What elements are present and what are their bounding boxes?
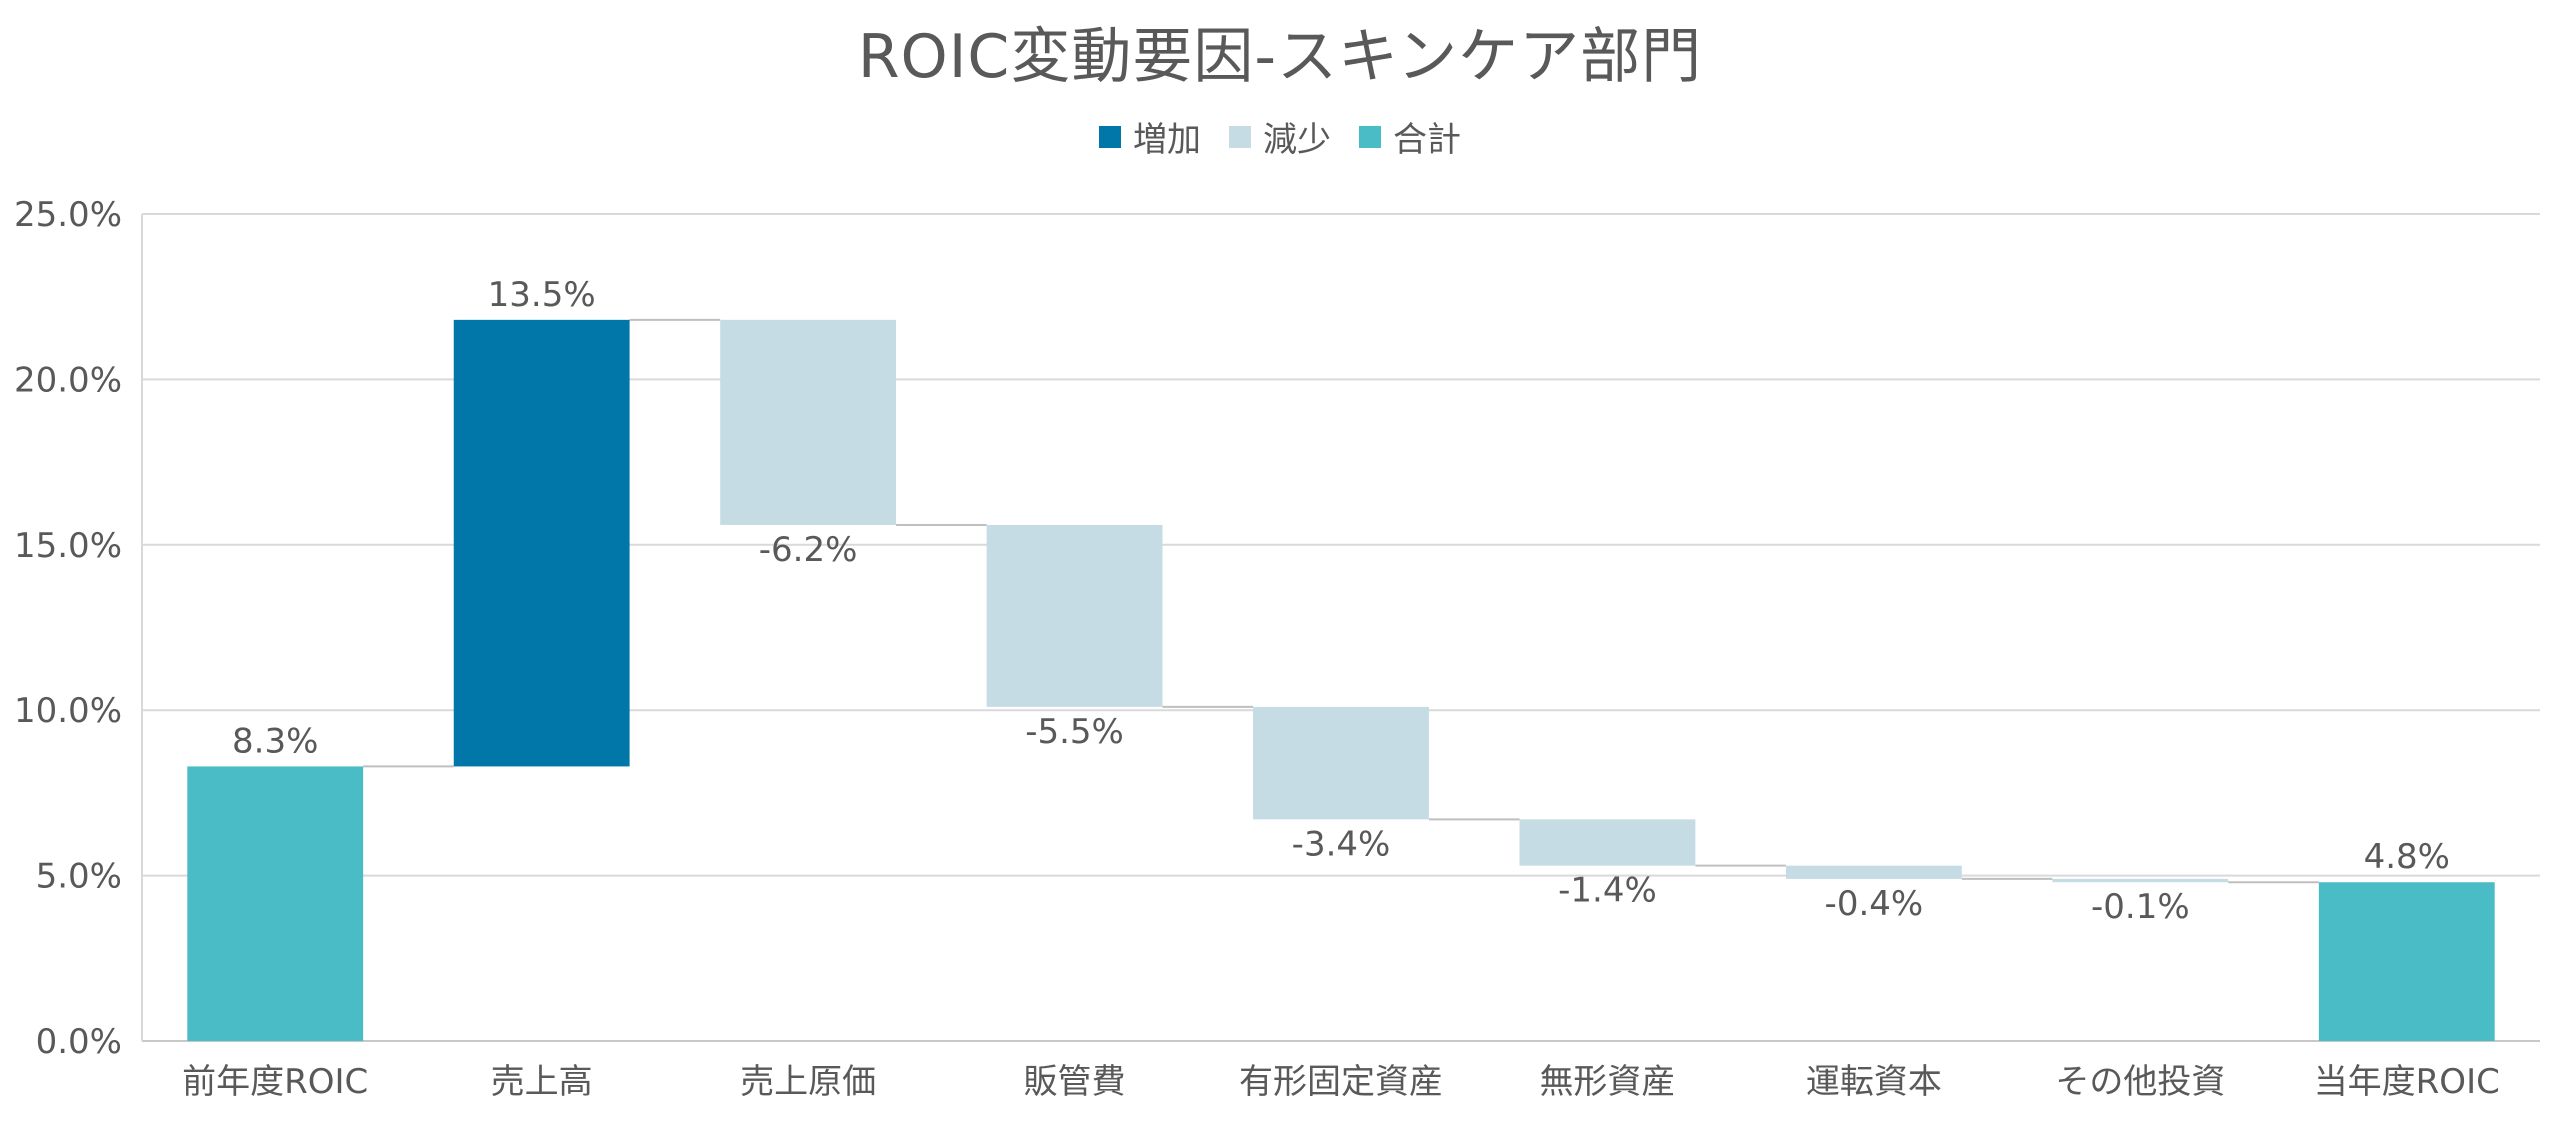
bar-decrease <box>1785 865 1962 879</box>
x-tick-label: 販管費 <box>1024 1062 1126 1102</box>
bar-total <box>187 766 364 1041</box>
data-labels: 8.3% 13.5% -6.2% -5.5% -3.4% -1.4% -0.4% -0.1% 4… <box>232 275 2450 927</box>
data-label: 4.8% <box>2364 837 2450 877</box>
legend-label-total: 合計 <box>1393 120 1461 160</box>
y-tick-label: 25.0% <box>14 195 122 235</box>
x-axis-ticks: 前年度ROIC 売上高 売上原価 販管費 有形固定資産 無形資産 運転資本 その他投資 当年度R… <box>182 1062 2500 1102</box>
bar-decrease <box>720 319 897 525</box>
bar-decrease <box>1519 819 1696 866</box>
bar-total <box>2318 882 2495 1041</box>
y-tick-label: 5.0% <box>36 857 122 897</box>
x-tick-label: 有形固定資産 <box>1239 1062 1443 1102</box>
legend-item-total: 合計 <box>1359 112 1461 161</box>
data-label: 13.5% <box>488 275 596 315</box>
chart-title: ROIC変動要因-スキンケア部門 <box>857 22 1703 92</box>
connectors <box>363 318 2319 884</box>
legend-swatch-decrease <box>1229 125 1251 148</box>
y-tick-label: 20.0% <box>14 360 122 400</box>
data-label: -0.4% <box>1825 884 1924 924</box>
x-tick-label: その他投資 <box>2055 1062 2225 1102</box>
x-tick-label: 売上高 <box>491 1062 593 1102</box>
data-label: -5.5% <box>1025 712 1124 752</box>
legend-label-decrease: 減少 <box>1263 120 1331 160</box>
legend-item-increase: 増加 <box>1099 112 1201 161</box>
x-tick-label: 売上原価 <box>740 1062 876 1102</box>
x-tick-label: 運転資本 <box>1806 1062 1942 1102</box>
bar-decrease <box>1253 706 1429 820</box>
legend-swatch-increase <box>1099 125 1121 148</box>
legend-swatch-total <box>1359 125 1381 148</box>
legend: 増加 減少 合計 <box>0 112 2560 161</box>
bar-decrease <box>986 524 1163 707</box>
data-label: -0.1% <box>2091 887 2190 927</box>
data-label: -6.2% <box>759 530 858 570</box>
data-label: -3.4% <box>1292 824 1391 864</box>
x-tick-label: 前年度ROIC <box>182 1062 368 1102</box>
bars <box>187 319 2495 1041</box>
bar-decrease <box>2052 878 2229 883</box>
y-tick-label: 15.0% <box>14 526 122 566</box>
y-tick-label: 10.0% <box>14 691 122 731</box>
data-label: 8.3% <box>232 721 318 761</box>
y-axis-ticks: 0.0% 5.0% 10.0% 15.0% 20.0% 25.0% <box>14 195 122 1062</box>
y-tick-label: 0.0% <box>36 1022 122 1062</box>
x-tick-label: 無形資産 <box>1539 1062 1675 1102</box>
x-tick-label: 当年度ROIC <box>2314 1062 2500 1102</box>
data-label: -1.4% <box>1558 871 1657 911</box>
legend-item-decrease: 減少 <box>1229 112 1331 161</box>
bar-increase <box>453 319 630 767</box>
legend-label-increase: 増加 <box>1133 120 1201 160</box>
